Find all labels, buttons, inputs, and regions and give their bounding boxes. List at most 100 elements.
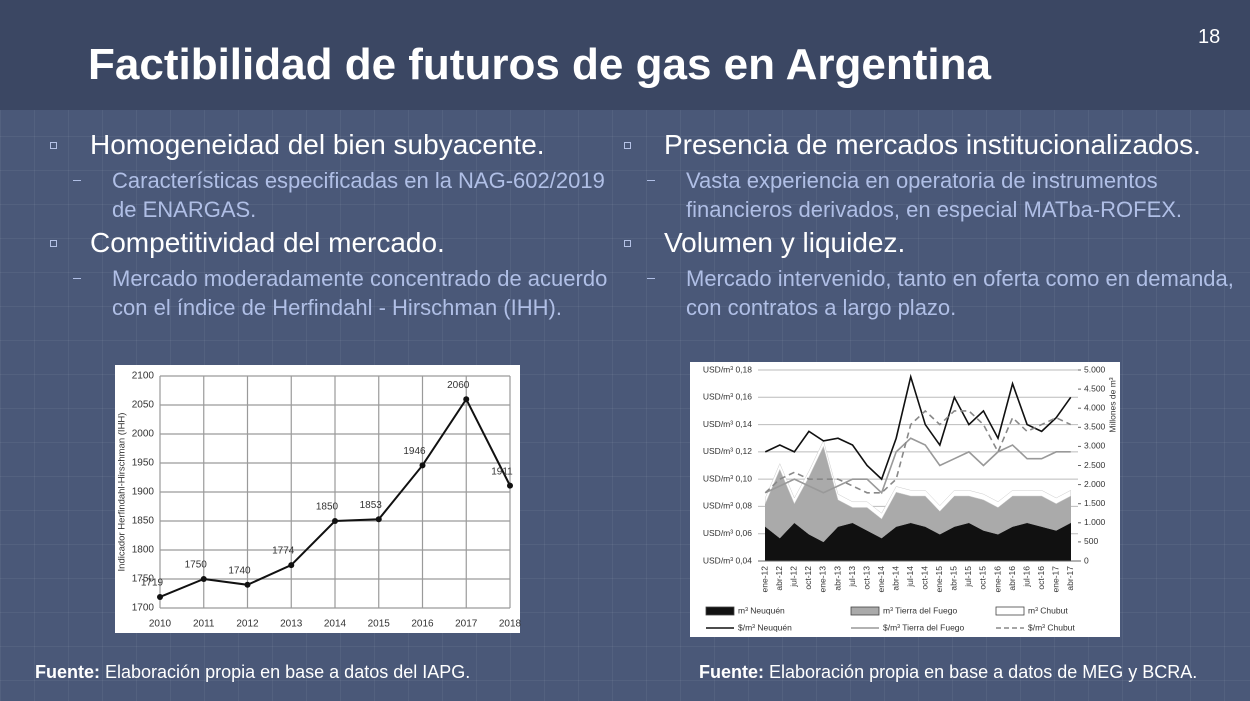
x-tick-label: 2013: [280, 619, 303, 630]
y-tick-label: USD/m³ 0,04: [703, 555, 752, 565]
x-tick-label: oct-13: [861, 566, 871, 590]
source-label: Fuente:: [35, 662, 100, 682]
y2-tick-label: 4.500: [1084, 383, 1106, 393]
sub-bullet-text: Mercado moderadamente concentrado de acu…: [112, 266, 608, 320]
data-point: [244, 581, 251, 588]
data-point: [200, 576, 207, 582]
data-label: 1850: [316, 502, 339, 513]
x-tick-label: 2011: [193, 619, 215, 630]
x-tick-label: 2010: [149, 619, 172, 630]
sub-bullet: Características especificadas en la NAG-…: [50, 166, 610, 224]
source-text: Elaboración propia en base a datos de ME…: [769, 662, 1198, 682]
legend-label: $/m³ Neuquén: [738, 622, 792, 632]
x-tick-label: abr-15: [949, 566, 959, 591]
y2-tick-label: 2.000: [1084, 479, 1106, 489]
sub-dash: [73, 180, 81, 181]
data-label: 2060: [447, 380, 470, 391]
bullet-marker: [50, 142, 57, 149]
source-text: Elaboración propia en base a datos del I…: [105, 662, 471, 682]
page-number: 18: [1198, 26, 1221, 48]
x-tick-label: ene-13: [818, 566, 828, 593]
x-tick-label: ene-17: [1050, 566, 1060, 593]
y2-tick-label: 3.000: [1084, 441, 1106, 451]
x-tick-label: abr-14: [890, 566, 900, 591]
bullet-text: Competitividad del mercado.: [90, 227, 445, 258]
data-label: 1750: [185, 560, 208, 571]
data-label: 1911: [491, 466, 513, 477]
x-tick-label: 2017: [455, 619, 478, 630]
y2-tick-label: 5.000: [1084, 364, 1106, 374]
y-tick-label: USD/m³ 0,14: [703, 419, 752, 429]
bullet-marker: [50, 240, 57, 247]
x-tick-label: jul-16: [1021, 566, 1031, 588]
bullet: Presencia de mercados institucionalizado…: [624, 128, 1234, 162]
x-tick-label: 2016: [411, 619, 434, 630]
bullet-marker: [624, 240, 631, 247]
y-tick-label: 2000: [132, 429, 155, 440]
x-tick-label: abr-12: [774, 566, 784, 591]
y-tick-label: USD/m³ 0,18: [703, 364, 752, 374]
y2-tick-label: 0: [1084, 555, 1089, 565]
data-label: 1740: [228, 565, 251, 576]
data-point: [157, 593, 163, 600]
bullet: Homogeneidad del bien subyacente.: [50, 128, 610, 162]
x-tick-label: ene-16: [992, 566, 1002, 593]
y-tick-label: 1800: [132, 545, 155, 556]
y-tick-label: 1850: [132, 516, 155, 527]
legend-swatch: [995, 606, 1025, 616]
y2-tick-label: 3.500: [1084, 422, 1106, 432]
legend-swatch: [850, 606, 880, 616]
data-point: [419, 462, 426, 469]
y-tick-label: USD/m³ 0,06: [703, 528, 752, 538]
slide-title: Factibilidad de futuros de gas en Argent…: [88, 40, 991, 89]
data-point: [332, 518, 338, 524]
area: [765, 439, 1071, 520]
y2-tick-label: 2.500: [1084, 460, 1106, 470]
y-tick-label: USD/m³ 0,08: [703, 501, 752, 511]
x-tick-label: oct-12: [803, 566, 813, 590]
sub-bullet: Vasta experiencia en operatoria de instr…: [624, 166, 1234, 224]
x-tick-label: ene-15: [934, 566, 944, 593]
x-tick-label: jul-13: [847, 566, 857, 588]
sub-bullet: Mercado moderadamente concentrado de acu…: [50, 264, 610, 322]
data-point: [507, 482, 513, 489]
x-tick-label: oct-14: [920, 566, 930, 590]
y2-tick-label: 1.500: [1084, 498, 1106, 508]
x-tick-label: oct-15: [978, 566, 988, 590]
y-tick-label: USD/m³ 0,10: [703, 473, 752, 483]
x-tick-label: abr-16: [1007, 566, 1017, 591]
x-tick-label: jul-15: [963, 566, 973, 588]
sub-dash: [647, 180, 655, 181]
legend-label: m³ Tierra del Fuego: [883, 605, 957, 615]
sub-bullet-text: Mercado intervenido, tanto en oferta com…: [686, 266, 1234, 320]
data-label: 1774: [272, 546, 295, 557]
bullet-text: Volumen y liquidez.: [664, 227, 906, 258]
x-tick-label: abr-13: [832, 566, 842, 591]
y2-tick-label: 4.000: [1084, 402, 1106, 412]
data-point: [463, 396, 470, 403]
source: Fuente: Elaboración propia en base a dat…: [35, 662, 470, 683]
bullet: Volumen y liquidez.: [624, 226, 1234, 260]
x-tick-label: jul-14: [905, 566, 915, 588]
y-tick-label: 1950: [132, 458, 155, 469]
data-point: [375, 516, 382, 523]
sub-bullet-text: Características especificadas en la NAG-…: [112, 168, 605, 222]
sub-dash: [73, 278, 81, 279]
x-tick-label: ene-12: [760, 566, 770, 593]
legend-label: m³ Chubut: [1028, 605, 1068, 615]
data-point: [288, 562, 295, 569]
source-label: Fuente:: [699, 662, 764, 682]
bullet-text: Homogeneidad del bien subyacente.: [90, 129, 545, 160]
x-tick-label: jul-12: [789, 566, 799, 588]
y-tick-label: USD/m³ 0,16: [703, 392, 752, 402]
y2-axis-label: Millones de m³: [1107, 377, 1117, 432]
y-tick-label: 1900: [132, 487, 155, 498]
y2-tick-label: 500: [1084, 536, 1098, 546]
data-label: 1719: [141, 578, 164, 589]
y2-tick-label: 1.000: [1084, 517, 1106, 527]
source: Fuente: Elaboración propia en base a dat…: [699, 662, 1197, 683]
legend-label: m³ Neuquén: [738, 605, 785, 615]
y-tick-label: 2050: [132, 400, 155, 411]
y-tick-label: 1700: [132, 603, 155, 614]
